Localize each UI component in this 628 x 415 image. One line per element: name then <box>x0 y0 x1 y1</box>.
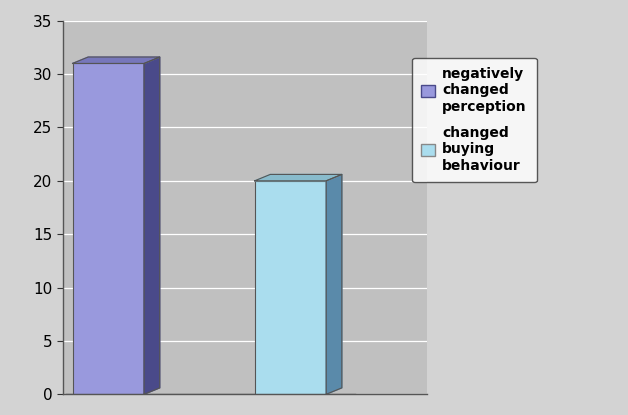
Polygon shape <box>73 57 160 63</box>
Legend: negatively
changed
perception, changed
buying
behaviour: negatively changed perception, changed b… <box>412 58 537 182</box>
FancyBboxPatch shape <box>255 181 326 394</box>
Polygon shape <box>326 174 342 394</box>
Polygon shape <box>255 174 342 181</box>
Polygon shape <box>144 57 160 394</box>
FancyBboxPatch shape <box>73 63 144 394</box>
